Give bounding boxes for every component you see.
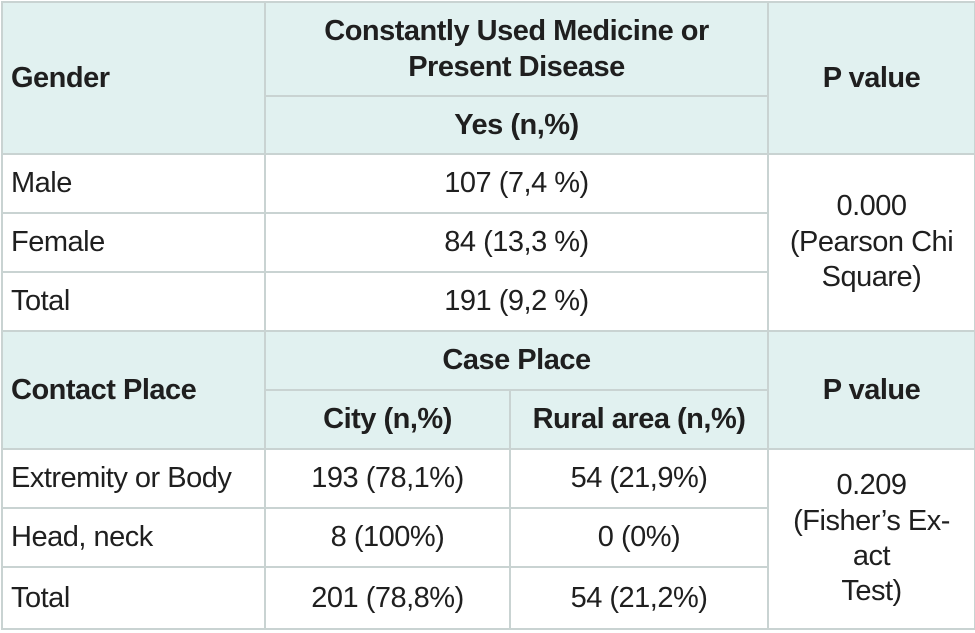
row-label: Male <box>1 153 266 214</box>
yes-subheader: Yes (n,%) <box>263 95 770 155</box>
pvalue-line: 0.209 <box>836 469 907 502</box>
city-value: 193 (78,1%) <box>264 448 511 509</box>
rural-value: 54 (21,9%) <box>508 448 770 509</box>
table-row: Extremity or Body 193 (78,1%) 54 (21,9%)… <box>1 448 975 630</box>
city-subheader: City (n,%) <box>264 389 511 450</box>
rural-value: 0 (0%) <box>508 507 770 568</box>
pvalue-line: (Fisher’s Ex- <box>793 504 950 537</box>
row-value: 191 (9,2 %) <box>263 271 770 332</box>
rural-subheader: Rural area (n,%) <box>508 389 770 450</box>
pvalue-line: Test) <box>841 575 902 608</box>
table-row: Total 201 (78,8%) 54 (21,2%) <box>1 566 975 630</box>
row-label: Extremity or Body <box>1 448 266 509</box>
row-label: Female <box>1 212 266 273</box>
medicine-disease-header-line2: Present Disease <box>408 51 625 83</box>
pvalue-line: act <box>852 540 891 572</box>
table-row: Total 191 (9,2 %) <box>1 271 975 332</box>
pvalue-line: 0.000 <box>836 190 907 223</box>
table-row: Head, neck 8 (100%) 0 (0%) <box>1 507 975 568</box>
medicine-disease-header-line1: Constantly Used Medicine or <box>324 14 709 47</box>
table-row: Male 107 (7,4 %) 0.000 (Pearson Chi Squa… <box>1 153 975 332</box>
pvalue-line: (Pearson Chi <box>789 225 954 258</box>
row-value: 84 (13,3 %) <box>263 212 770 273</box>
gender-header: Gender <box>1 1 266 155</box>
pvalue-header-2: P value <box>767 330 975 450</box>
case-place-header: Case Place <box>263 330 770 391</box>
pvalue-line: Square) <box>821 261 922 294</box>
table-row: Female 84 (13,3 %) <box>1 212 975 273</box>
pvalue-header-1: P value <box>767 1 975 155</box>
pvalue-cell-1: 0.000 (Pearson Chi Square) <box>767 153 975 332</box>
city-value: 201 (78,8%) <box>264 566 511 630</box>
row-label: Total <box>1 566 266 630</box>
rural-value: 54 (21,2%) <box>508 566 770 630</box>
contact-place-header: Contact Place <box>1 330 266 450</box>
pvalue-cell-2: 0.209 (Fisher’s Ex- act Test) <box>767 448 975 630</box>
medicine-disease-header: Constantly Used Medicine or Present Dise… <box>263 1 770 97</box>
row-label: Head, neck <box>1 507 266 568</box>
row-label: Total <box>1 271 266 332</box>
row-value: 107 (7,4 %) <box>263 153 770 214</box>
city-value: 8 (100%) <box>264 507 511 568</box>
